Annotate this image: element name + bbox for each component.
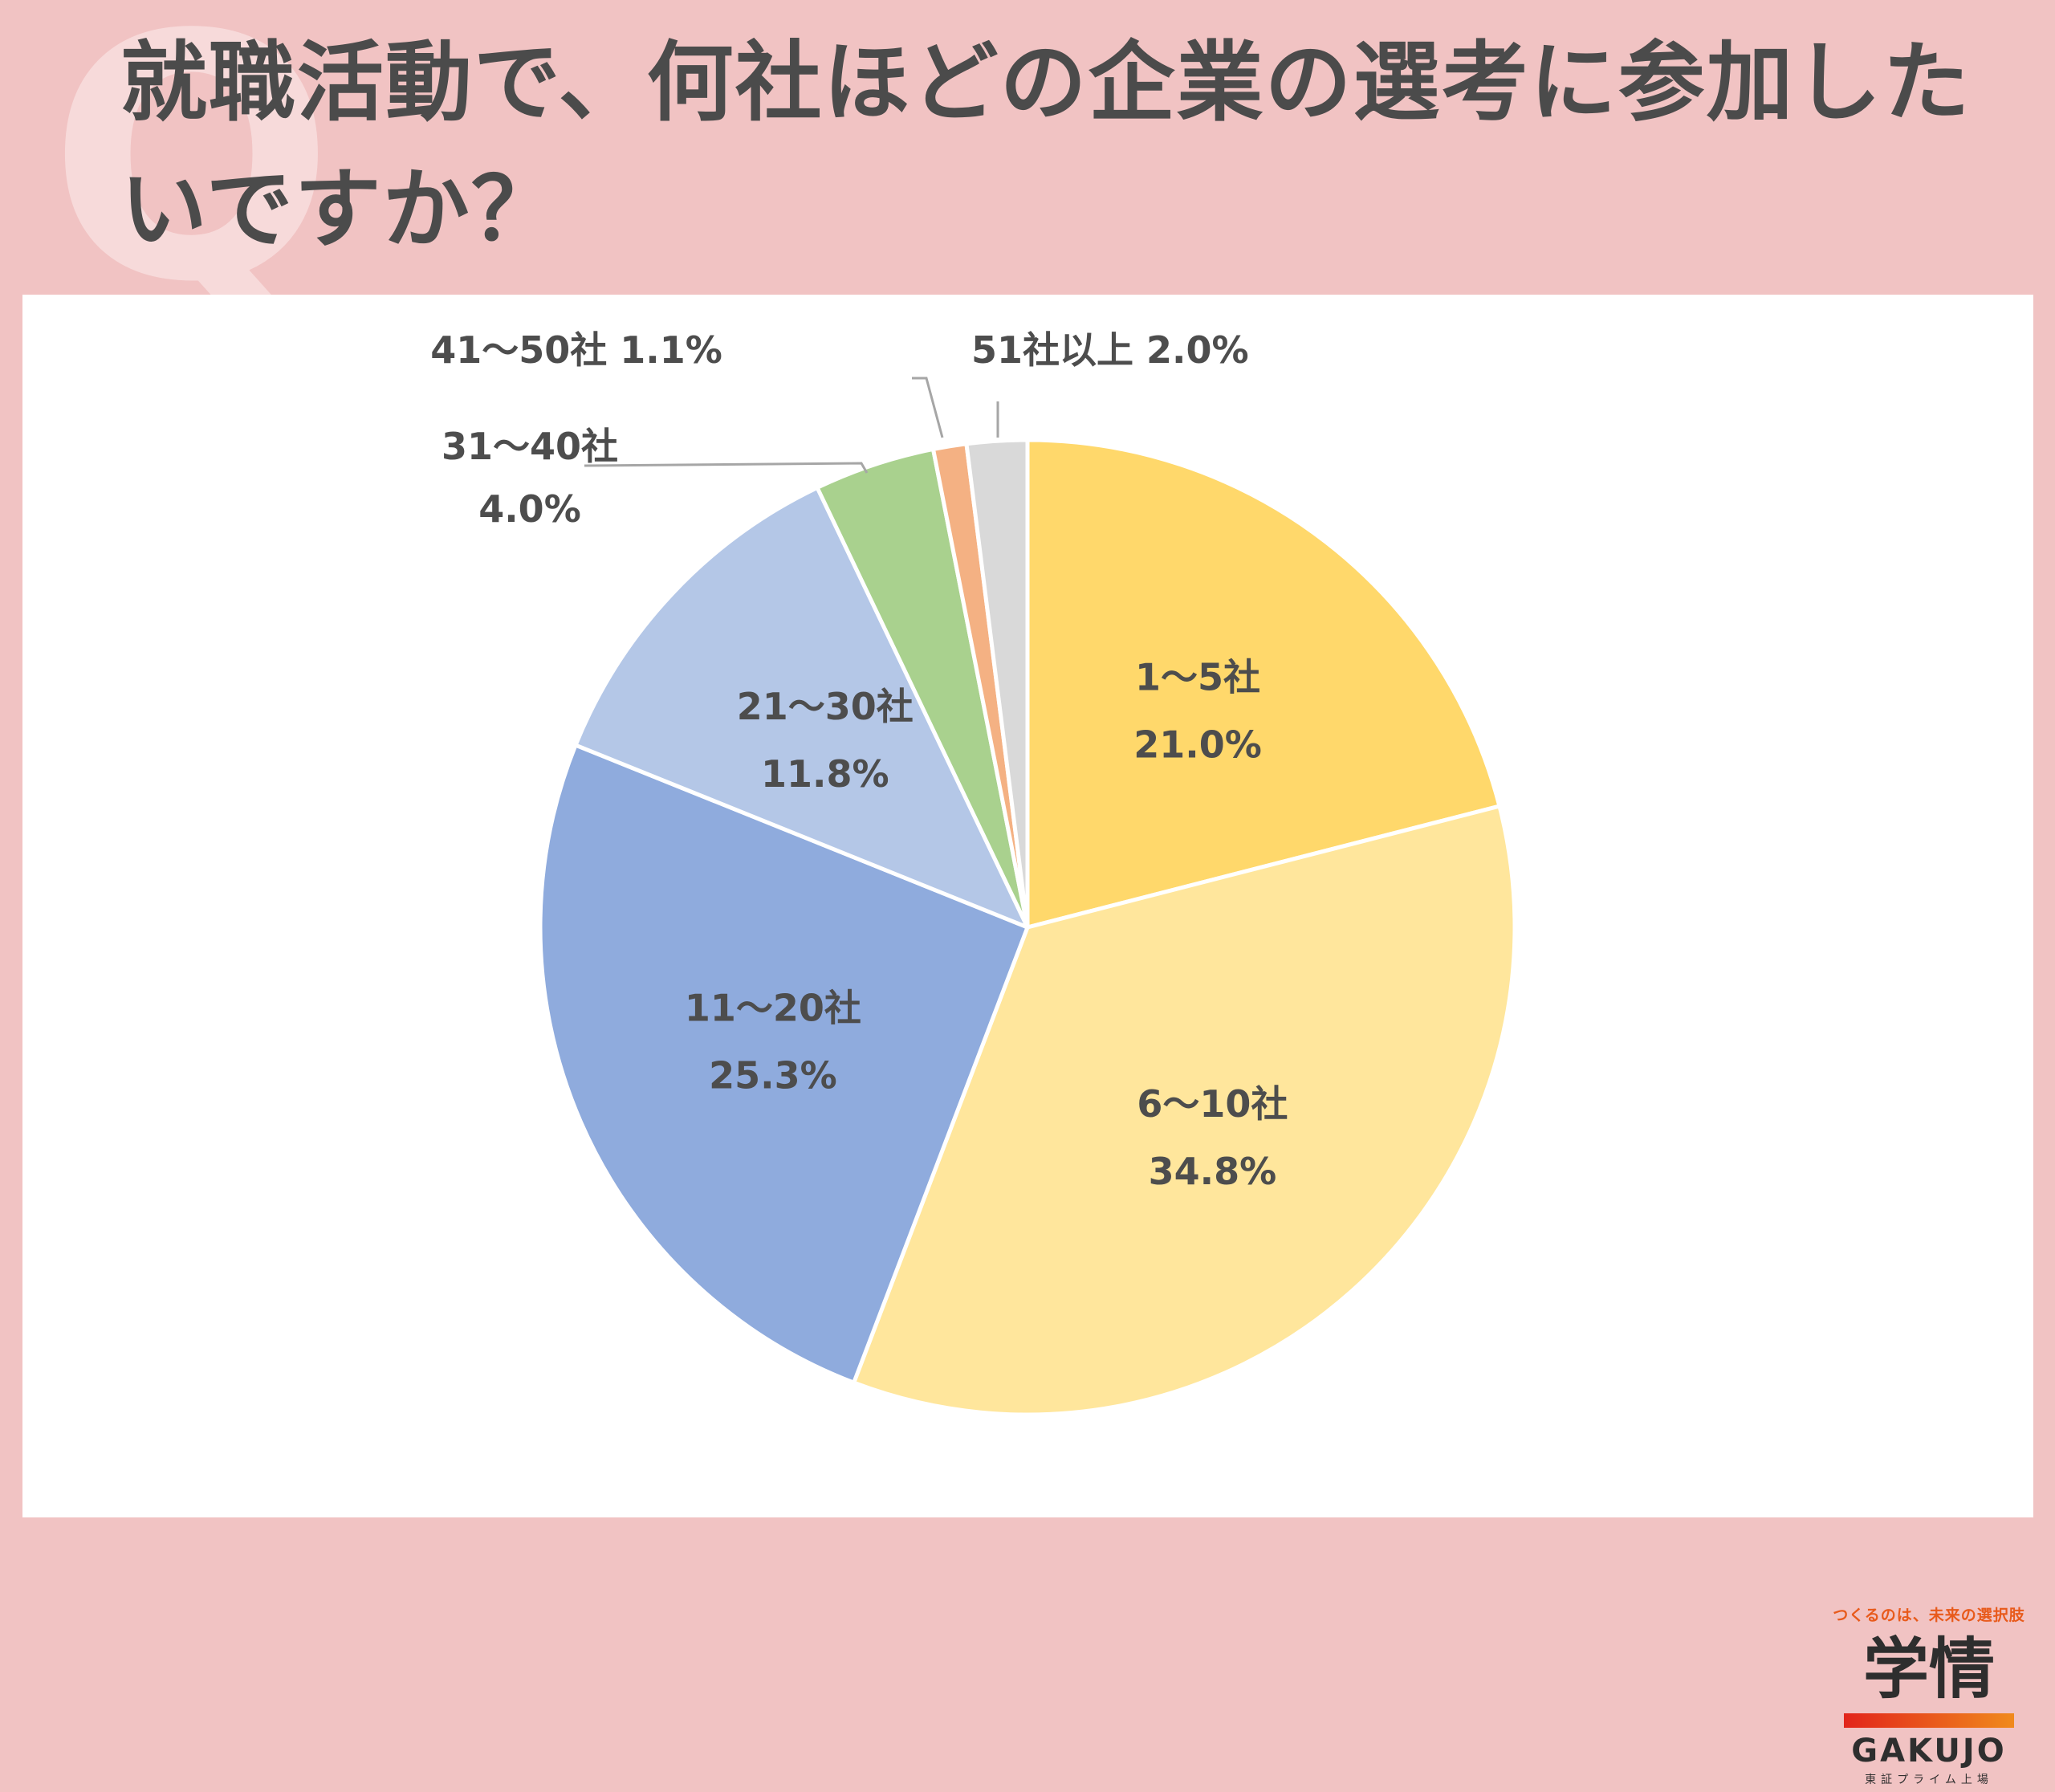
slice-value-21-30: 11.8% (761, 752, 889, 796)
q-badge-icon: Q (48, 0, 336, 356)
pie-slice-51 (964, 438, 1030, 930)
pie-chart: 1〜5社 21.0% 6〜10社 34.8% 11〜20社 25.3% 21〜30社 11.8… (430, 328, 1517, 1417)
leader-line-31-40 (584, 462, 869, 474)
slice-label-text-51: 51社以上 (971, 328, 1146, 372)
chart-panel: 1〜5社 21.0% 6〜10社 34.8% 11〜20社 25.3% 21〜30社 11.8… (22, 295, 2033, 1786)
slice-label-41-50: 41〜50社 1.1% (430, 328, 722, 372)
slice-value-31-40: 4.0% (478, 487, 581, 531)
slice-value-51: 2.0% (1146, 328, 1249, 372)
logo-name-jp: 学情 (1862, 1631, 1995, 1708)
slice-label-51: 51社以上 2.0% (971, 328, 1249, 372)
slice-label-6-10: 6〜10社 (1137, 1082, 1288, 1126)
slice-label-31-40: 31〜40社 (442, 425, 618, 468)
leader-line-41-50 (912, 377, 944, 438)
logo-tagline: つくるのは、未来の選択肢 (1833, 1607, 2025, 1624)
logo-name-en: GAKUJO (1851, 1733, 2007, 1770)
pie-slice-6-10 (852, 804, 1517, 1417)
pie-slice-1-5 (1025, 438, 1502, 930)
slice-value-1-5: 21.0% (1133, 723, 1262, 767)
pie-slice-21-30 (573, 485, 1030, 930)
logo-listing: 東証プライム上場 (1865, 1774, 1993, 1786)
slice-label-text-41-50: 41〜50社 (430, 328, 620, 372)
slice-value-11-20: 25.3% (709, 1053, 837, 1097)
logo-bar (1844, 1713, 2014, 1728)
slice-label-1-5: 1〜5社 (1135, 656, 1260, 699)
slice-value-6-10: 34.8% (1149, 1150, 1277, 1193)
slice-value-41-50: 1.1% (620, 328, 722, 372)
page-title: 就職活動で、何社ほどの企業の選考に参加したいですか？ (120, 33, 1972, 260)
gakujo-logo: つくるのは、未来の選択肢 学情 GAKUJO 東証プライム上場 (1833, 1603, 2025, 1792)
slice-label-21-30: 21〜30社 (737, 685, 914, 728)
pie-slice-11-20 (538, 743, 1030, 1385)
slice-label-11-20: 11〜20社 (685, 986, 861, 1029)
